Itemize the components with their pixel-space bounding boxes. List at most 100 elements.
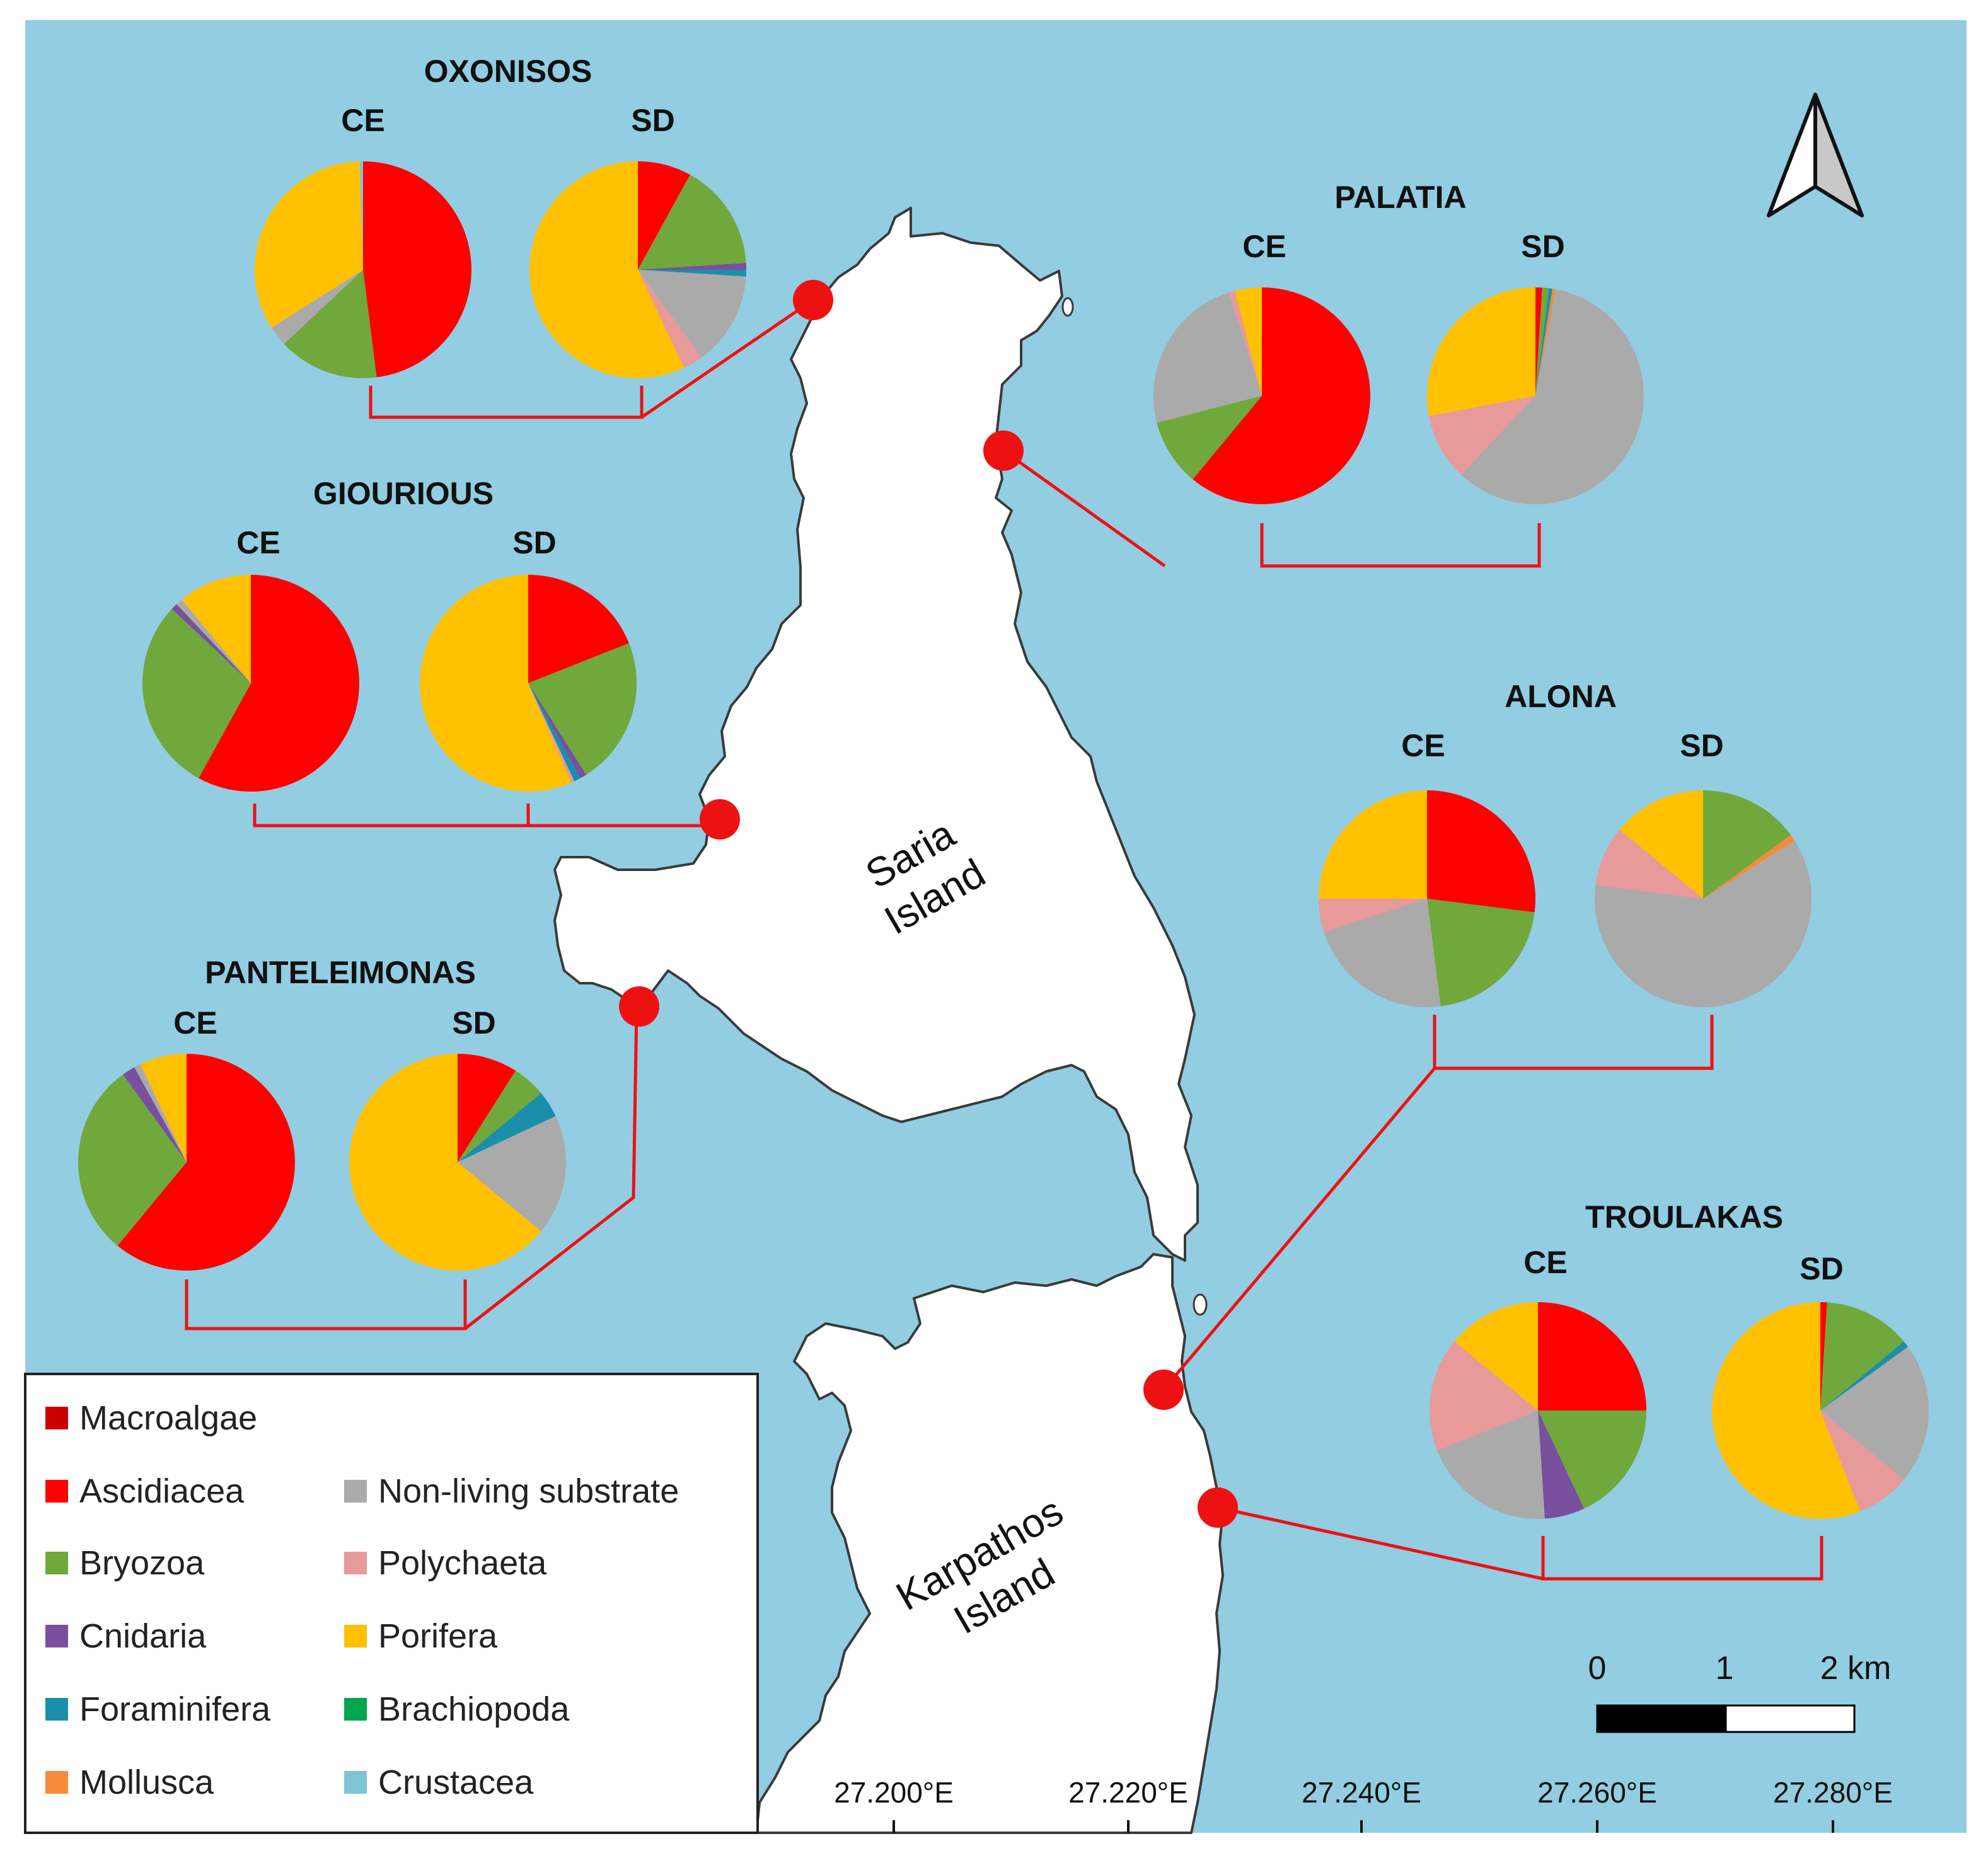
pie-slice-alona-ce-porifera	[1319, 790, 1427, 899]
col-label-panteleimonas-sd: SD	[452, 1005, 495, 1041]
pie-slice-troulakas-ce-non-living-substrate	[1437, 1411, 1545, 1519]
site-marker-oxonisos[interactable]	[793, 280, 833, 320]
site-marker-panteleimonas[interactable]	[619, 986, 659, 1027]
legend-swatch-polychaeta	[344, 1552, 367, 1574]
legend: Macroalgae Ascidiacea Bryozoa Cnidaria F…	[24, 1373, 759, 1834]
site-marker-giourious[interactable]	[700, 799, 740, 840]
pie-slice-giourious-sd-foraminifera	[528, 683, 581, 782]
pie-slice-troulakas-ce-porifera	[1454, 1301, 1538, 1411]
legend-swatch-macroalgae	[45, 1407, 68, 1429]
legend-label-bryozoa: Bryozoa	[79, 1544, 205, 1582]
site-title-troulakas: TROULAKAS	[1585, 1199, 1783, 1235]
site-marker-troulakas[interactable]	[1198, 1487, 1238, 1528]
pie-slice-panteleimonas-ce-non-living-substrate	[134, 1064, 187, 1162]
pie-panteleimonas-ce	[78, 1054, 295, 1271]
longitude-tick-label-4: 27.260°E	[1537, 1776, 1657, 1809]
pie-slice-palatia-sd-mollusca	[1535, 289, 1556, 396]
site-markers	[619, 280, 1238, 1528]
pie-alona-ce	[1319, 790, 1535, 1007]
legend-label-macroalgae: Macroalgae	[79, 1399, 257, 1437]
legend-label-foraminifera: Foraminifera	[79, 1690, 271, 1728]
longitude-tick-label-2: 27.220°E	[1068, 1776, 1188, 1809]
pie-slice-palatia-sd-porifera	[1427, 287, 1535, 417]
pie-slice-oxonisos-sd-porifera	[529, 161, 685, 378]
islet-2	[1193, 1293, 1208, 1316]
pie-slice-panteleimonas-sd-foraminifera	[458, 1093, 556, 1162]
pie-giourious-sd	[419, 575, 637, 792]
col-label-palatia-ce: CE	[1242, 229, 1286, 264]
col-label-palatia-sd: SD	[1521, 229, 1564, 264]
pie-slice-oxonisos-ce-bryozoa	[284, 270, 377, 378]
scale-bar: 0 1 2 km	[1588, 1650, 1891, 1733]
pie-slice-panteleimonas-ce-cnidaria	[122, 1067, 187, 1162]
legend-item-cnidaria: Cnidaria	[45, 1617, 207, 1655]
legend-swatch-porifera	[344, 1625, 367, 1647]
longitude-tick-label-1: 27.200°E	[834, 1776, 954, 1809]
pie-slice-troulakas-sd-polychaeta	[1820, 1411, 1904, 1511]
pie-slice-giourious-sd-cnidaria	[528, 683, 587, 778]
pie-slice-alona-sd-porifera	[1619, 790, 1703, 899]
pie-palatia-sd	[1427, 287, 1644, 505]
pie-slice-troulakas-ce-polychaeta	[1429, 1341, 1538, 1451]
pie-slice-giourious-ce-porifera	[182, 575, 251, 683]
col-label-troulakas-sd: SD	[1800, 1251, 1843, 1286]
scale-label-0: 0	[1588, 1650, 1607, 1687]
pie-slice-giourious-sd-ascidiacea	[528, 575, 629, 683]
pie-slice-palatia-ce-porifera	[1235, 287, 1262, 396]
legend-swatch-non-living-substrate	[344, 1480, 367, 1503]
pie-slice-alona-ce-bryozoa	[1427, 899, 1535, 1007]
legend-label-non-living-substrate: Non-living substrate	[378, 1472, 679, 1510]
site-marker-palatia[interactable]	[983, 430, 1024, 471]
pie-slice-palatia-sd-bryozoa	[1535, 287, 1549, 396]
site-title-panteleimonas: PANTELEIMONAS	[205, 955, 476, 990]
scale-segment-white	[1725, 1704, 1856, 1733]
site-marker-alona[interactable]	[1143, 1370, 1184, 1410]
pie-slice-panteleimonas-sd-bryozoa	[458, 1070, 541, 1162]
pie-slice-oxonisos-ce-crustacea	[359, 161, 363, 270]
islet-1	[1061, 297, 1074, 317]
pie-troulakas-ce	[1429, 1301, 1646, 1519]
legend-swatch-crustacea	[344, 1771, 367, 1794]
legend-label-crustacea: Crustacea	[378, 1763, 534, 1801]
legend-swatch-ascidiacea	[45, 1480, 68, 1503]
longitude-axis: 27.200°E 27.220°E 27.240°E 27.260°E 27.2…	[834, 1776, 1893, 1833]
pie-slice-alona-ce-polychaeta	[1319, 899, 1427, 933]
legend-swatch-foraminifera	[45, 1698, 68, 1721]
col-label-oxonisos-ce: CE	[341, 103, 384, 138]
pie-slice-alona-ce-non-living-substrate	[1324, 899, 1441, 1007]
legend-label-brachiopoda: Brachiopoda	[378, 1690, 570, 1728]
pie-slice-oxonisos-sd-foraminifera	[638, 270, 746, 277]
pie-slice-alona-sd-non-living-substrate	[1595, 840, 1812, 1008]
pie-slice-giourious-ce-bryozoa	[142, 609, 251, 778]
site-title-oxonisos: OXONISOS	[424, 54, 592, 89]
connector-alona	[1162, 1015, 1714, 1391]
pie-slice-alona-sd-polychaeta	[1595, 829, 1703, 899]
connector-giourious	[253, 804, 720, 828]
legend-item-porifera: Porifera	[344, 1617, 498, 1655]
pie-slice-alona-sd-bryozoa	[1703, 790, 1791, 899]
pie-slice-giourious-ce-ascidiacea	[199, 575, 360, 792]
col-label-troulakas-ce: CE	[1523, 1245, 1567, 1280]
pie-slice-palatia-sd-polychaeta	[1429, 396, 1535, 475]
pie-slice-troulakas-sd-bryozoa	[1820, 1302, 1904, 1411]
north-arrow-icon	[1767, 93, 1864, 217]
legend-label-ascidiacea: Ascidiacea	[79, 1472, 245, 1510]
col-label-alona-sd: SD	[1680, 728, 1723, 763]
scale-segment-black	[1596, 1704, 1727, 1733]
legend-label-polychaeta: Polychaeta	[378, 1544, 547, 1582]
pie-slice-giourious-sd-polychaeta	[528, 683, 575, 783]
pie-oxonisos-ce	[255, 161, 471, 378]
connector-oxonisos	[369, 298, 814, 419]
pie-slice-palatia-ce-polychaeta	[1228, 291, 1262, 396]
pie-slice-giourious-ce-non-living-substrate	[176, 599, 251, 683]
legend-item-non-living-substrate: Non-living substrate	[344, 1472, 679, 1510]
longitude-tick-label-5: 27.280°E	[1773, 1776, 1893, 1809]
col-label-panteleimonas-ce: CE	[173, 1005, 217, 1041]
pie-slice-troulakas-sd-porifera	[1711, 1302, 1861, 1519]
pie-slice-palatia-sd-foraminifera	[1535, 288, 1552, 396]
legend-label-porifera: Porifera	[378, 1617, 498, 1655]
site-title-palatia: PALATIA	[1334, 180, 1466, 215]
pie-slice-giourious-sd-bryozoa	[528, 643, 637, 775]
pie-slice-palatia-ce-non-living-substrate	[1153, 292, 1262, 423]
